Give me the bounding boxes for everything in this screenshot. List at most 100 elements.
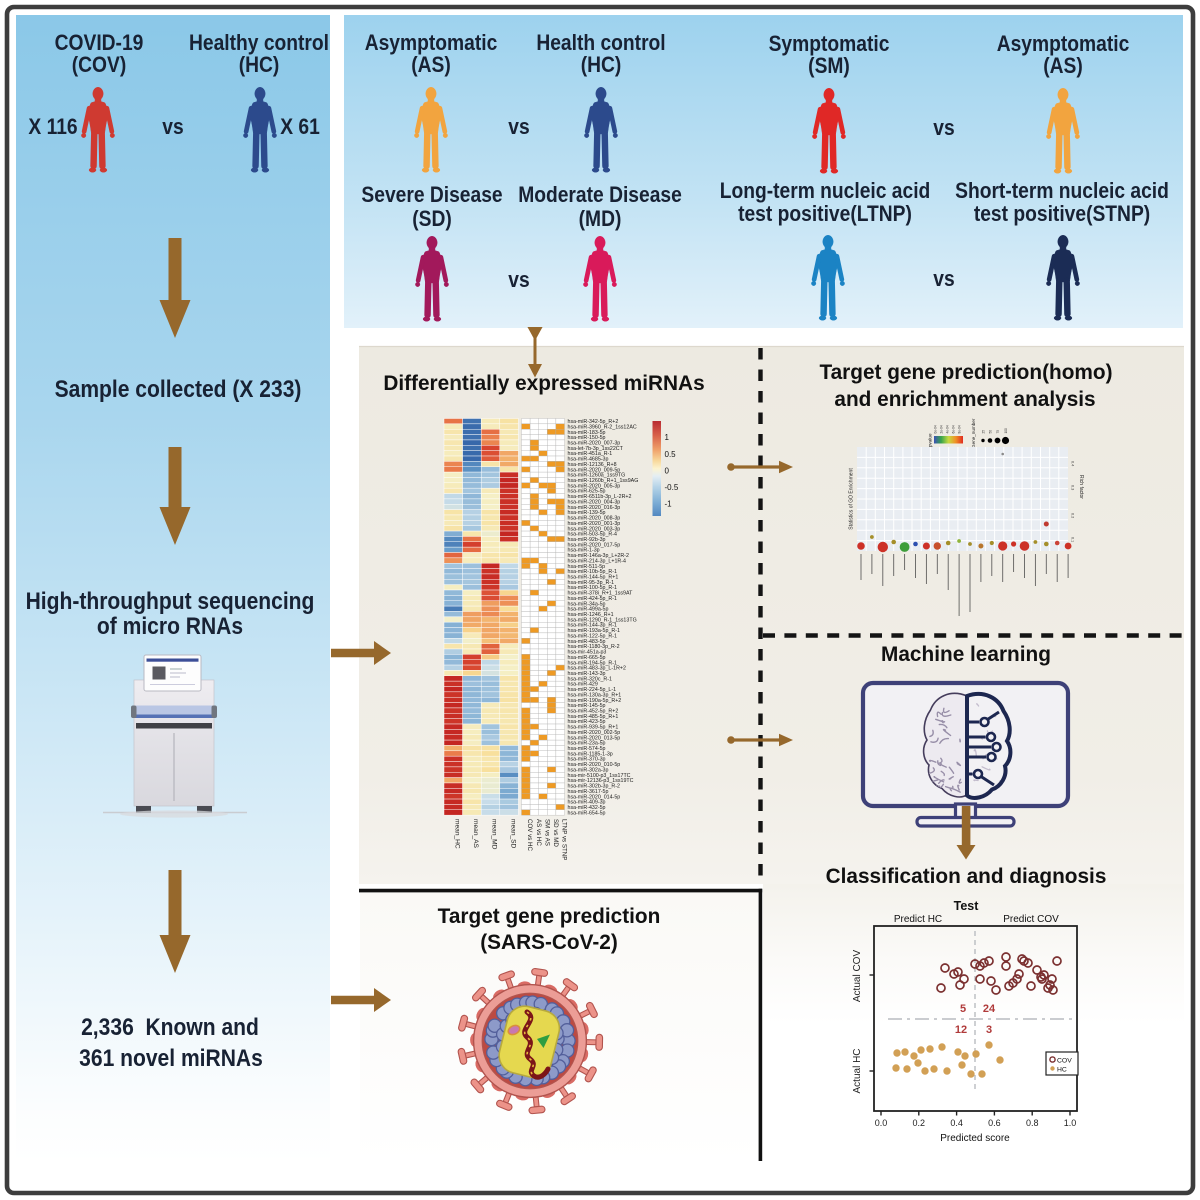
svg-text:X 116: X 116: [28, 115, 77, 139]
svg-text:(HC): (HC): [581, 53, 622, 77]
svg-text:Actual HC: Actual HC: [852, 1048, 863, 1093]
svg-text:361 novel miRNAs: 361 novel miRNAs: [79, 1043, 263, 1071]
svg-text:6e-04: 6e-04: [952, 425, 956, 433]
svg-text:Predict HC: Predict HC: [894, 914, 942, 925]
svg-text:(SM): (SM): [808, 54, 850, 78]
svg-text:(SARS-CoV-2): (SARS-CoV-2): [480, 931, 618, 954]
svg-text:Actual COV: Actual COV: [852, 950, 863, 1003]
svg-text:hsa-miR-320c_R-1: hsa-miR-320c_R-1: [568, 676, 613, 682]
svg-text:COVID-19: COVID-19: [55, 31, 144, 55]
svg-text:Statistics of GO Enrichment: Statistics of GO Enrichment: [849, 468, 855, 530]
svg-text:(COV): (COV): [72, 53, 127, 77]
svg-text:Health control: Health control: [536, 31, 665, 55]
svg-text:0.6: 0.6: [988, 1118, 1001, 1128]
svg-text:hsa-miR-939-5p_R+1: hsa-miR-939-5p_R+1: [568, 725, 619, 731]
svg-text:Asymptomatic: Asymptomatic: [997, 32, 1130, 56]
svg-text:hsa-miR-378i_R+1_1ss9AT: hsa-miR-378i_R+1_1ss9AT: [568, 591, 634, 597]
svg-text:2,336 Known and: 2,336 Known and: [81, 1012, 259, 1040]
svg-text:hsa-miR-2020_003-3p: hsa-miR-2020_003-3p: [568, 526, 621, 532]
svg-text:hsa-miR-224-5p_L-1: hsa-miR-224-5p_L-1: [568, 687, 617, 693]
svg-text:COV: COV: [1057, 1058, 1072, 1065]
svg-text:hsa-miR-1185-1-3p: hsa-miR-1185-1-3p: [568, 751, 613, 757]
svg-text:hsa-mir-12136-p3_1ss19TC: hsa-mir-12136-p3_1ss19TC: [568, 778, 634, 784]
svg-text:(MD): (MD): [579, 207, 622, 231]
svg-text:hsa-miR-214-3p_L+1R-4: hsa-miR-214-3p_L+1R-4: [568, 558, 626, 564]
svg-text:hsa-miR-95-3p_R-1: hsa-miR-95-3p_R-1: [568, 580, 615, 586]
svg-text:hsa-miR-92b-3p: hsa-miR-92b-3p: [568, 537, 606, 543]
svg-text:hsa-miR-483-5p: hsa-miR-483-5p: [568, 639, 606, 645]
svg-text:hsa-miR-485-5p_R+1: hsa-miR-485-5p_R+1: [568, 714, 619, 720]
svg-text:0.1: 0.1: [1071, 537, 1075, 542]
svg-text:hsa-miR-370-3p: hsa-miR-370-3p: [568, 757, 606, 763]
svg-text:mean_HC: mean_HC: [454, 819, 461, 849]
svg-text:Long-term nucleic acid: Long-term nucleic acid: [720, 179, 931, 203]
svg-text:Machine learning: Machine learning: [881, 643, 1051, 666]
svg-text:Rich factor: Rich factor: [1078, 475, 1084, 499]
svg-text:hsa-miR-2020_008-3p: hsa-miR-2020_008-3p: [568, 516, 621, 522]
svg-text:Differentially expressed miRNA: Differentially expressed miRNAs: [383, 372, 704, 395]
svg-text:hsa-miR-2020_001-3p: hsa-miR-2020_001-3p: [568, 521, 621, 527]
svg-text:hsa-miR-409-3p: hsa-miR-409-3p: [568, 800, 606, 806]
svg-text:hsa-miR-144-5p_R+1: hsa-miR-144-5p_R+1: [568, 575, 619, 581]
svg-text:(AS): (AS): [1043, 54, 1083, 78]
svg-text:and enrichmment analysis: and enrichmment analysis: [834, 388, 1095, 411]
svg-text:hsa-miR-10b-5p_R-1: hsa-miR-10b-5p_R-1: [568, 569, 618, 575]
svg-text:hsa-mir-5100-p3_1ss17TC: hsa-mir-5100-p3_1ss17TC: [568, 773, 631, 779]
svg-text:hsa-miR-1180-3p_R-2: hsa-miR-1180-3p_R-2: [568, 644, 620, 650]
svg-text:5: 5: [960, 1003, 966, 1015]
svg-text:hsa-miR-2020_007-3p: hsa-miR-2020_007-3p: [568, 441, 621, 447]
svg-text:hsa-miR-511-5p: hsa-miR-511-5p: [568, 564, 606, 570]
svg-text:Asymptomatic: Asymptomatic: [365, 31, 498, 55]
svg-text:12: 12: [955, 1024, 967, 1036]
svg-text:0e-04: 0e-04: [934, 425, 938, 433]
svg-text:hsa-miR-146a-3p_L+2R-2: hsa-miR-146a-3p_L+2R-2: [568, 553, 629, 559]
svg-text:0.2: 0.2: [1071, 513, 1075, 518]
svg-text:-0.5: -0.5: [665, 483, 679, 492]
svg-text:pvalue: pvalue: [928, 433, 933, 447]
svg-text:hsa-miR-194-5p_R-1: hsa-miR-194-5p_R-1: [568, 660, 618, 666]
svg-text:hsa-miR-3960_R-2_1ss12AC: hsa-miR-3960_R-2_1ss12AC: [568, 424, 637, 430]
svg-text:hsa-miR-143-3p: hsa-miR-143-3p: [568, 671, 606, 677]
svg-text:hsa-miR-342-5p_R+2: hsa-miR-342-5p_R+2: [568, 419, 619, 425]
svg-text:hsa-miR-625-5p: hsa-miR-625-5p: [568, 489, 606, 495]
svg-text:0.2: 0.2: [913, 1118, 926, 1128]
svg-text:hsa-miR-424-5p_R-1: hsa-miR-424-5p_R-1: [568, 596, 618, 602]
svg-text:mean_MD: mean_MD: [491, 819, 498, 850]
svg-text:hsa-miR-6511b-3p_L-2R+2: hsa-miR-6511b-3p_L-2R+2: [568, 494, 632, 500]
svg-text:hsa-miR-3617-5p: hsa-miR-3617-5p: [568, 789, 609, 795]
svg-text:hsa-miR-2020_013-5p: hsa-miR-2020_013-5p: [568, 735, 621, 741]
svg-text:hsa-miR-302a-3p: hsa-miR-302a-3p: [568, 767, 609, 773]
svg-text:hsa-miR-1-3p: hsa-miR-1-3p: [568, 548, 600, 554]
svg-text:hsa-miR-499a-5p: hsa-miR-499a-5p: [568, 607, 609, 613]
svg-text:0.4: 0.4: [950, 1118, 963, 1128]
svg-text:Test: Test: [954, 899, 980, 913]
svg-text:0: 0: [665, 467, 670, 476]
svg-text:Severe Disease: Severe Disease: [361, 183, 502, 207]
svg-text:hsa-miR-2020_009-5p: hsa-miR-2020_009-5p: [568, 467, 621, 473]
svg-text:-1: -1: [665, 500, 673, 509]
svg-text:3: 3: [986, 1024, 992, 1036]
svg-text:0.4: 0.4: [1071, 461, 1075, 466]
svg-text:25: 25: [982, 430, 986, 434]
svg-text:AS vs HC: AS vs HC: [535, 819, 542, 846]
svg-text:hsa-miR-122-5p_R-1: hsa-miR-122-5p_R-1: [568, 633, 618, 639]
svg-text:hsa-miR-12136_R+8: hsa-miR-12136_R+8: [568, 462, 617, 468]
svg-text:hsa-miR-2020_004-3p: hsa-miR-2020_004-3p: [568, 499, 621, 505]
svg-text:hsa-miR-423-5p: hsa-miR-423-5p: [568, 719, 606, 725]
svg-text:100: 100: [1004, 428, 1008, 434]
svg-text:hsa-miR-34a-5p: hsa-miR-34a-5p: [568, 601, 606, 607]
svg-text:hsa-miR-451a_R-1: hsa-miR-451a_R-1: [568, 451, 613, 457]
svg-text:COV vs HC: COV vs HC: [526, 819, 533, 852]
svg-text:0.0: 0.0: [875, 1118, 888, 1128]
svg-text:Classification and diagnosis: Classification and diagnosis: [826, 865, 1107, 888]
svg-text:8e-04: 8e-04: [958, 425, 962, 433]
svg-text:vs: vs: [508, 268, 529, 292]
svg-text:1: 1: [665, 433, 670, 442]
svg-text:LTNP vs STNP: LTNP vs STNP: [561, 819, 568, 860]
svg-text:mean_SD: mean_SD: [509, 819, 516, 849]
svg-text:vs: vs: [933, 116, 954, 140]
svg-text:Target gene prediction(homo): Target gene prediction(homo): [819, 361, 1112, 384]
svg-text:SM vs AS: SM vs AS: [543, 819, 550, 846]
svg-text:0.5: 0.5: [665, 450, 677, 459]
svg-text:High-throughput sequencing: High-throughput sequencing: [26, 586, 315, 614]
